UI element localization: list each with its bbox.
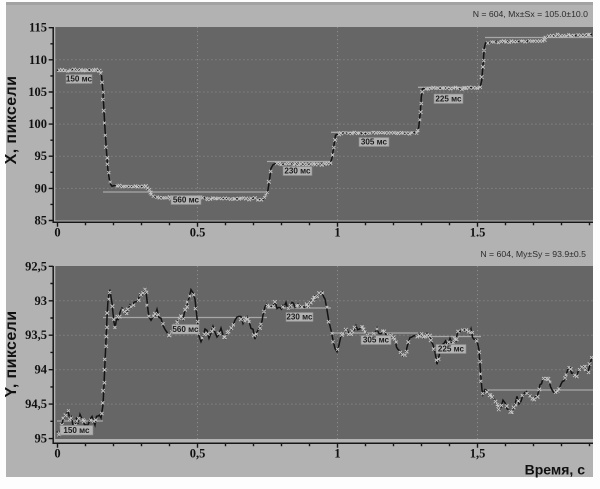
svg-text:1.5: 1.5 bbox=[470, 226, 486, 240]
svg-text:93: 93 bbox=[35, 294, 48, 308]
svg-text:305 мс: 305 мс bbox=[361, 138, 388, 147]
svg-text:92,5: 92,5 bbox=[25, 259, 47, 273]
svg-text:90: 90 bbox=[35, 181, 48, 195]
svg-text:0,5: 0,5 bbox=[190, 447, 206, 461]
svg-text:225 мс: 225 мс bbox=[435, 95, 462, 104]
svg-text:Y, пиксели: Y, пиксели bbox=[3, 311, 20, 398]
svg-text:100: 100 bbox=[28, 117, 47, 131]
svg-text:N = 604, My±Sy = 93.9±0.5: N = 604, My±Sy = 93.9±0.5 bbox=[480, 249, 586, 259]
svg-text:150 мс: 150 мс bbox=[63, 426, 90, 435]
svg-text:Х, пиксели: Х, пиксели bbox=[3, 76, 20, 165]
svg-text:1: 1 bbox=[334, 447, 340, 461]
svg-text:95: 95 bbox=[35, 432, 48, 446]
svg-text:0: 0 bbox=[54, 447, 60, 461]
svg-text:95: 95 bbox=[35, 149, 48, 163]
svg-text:1: 1 bbox=[334, 226, 340, 240]
svg-text:560 мс: 560 мс bbox=[172, 325, 199, 334]
svg-text:150 мс: 150 мс bbox=[66, 75, 93, 84]
svg-text:0: 0 bbox=[54, 226, 60, 240]
svg-text:N = 604, Mx±Sx = 105.0±10.0: N = 604, Mx±Sx = 105.0±10.0 bbox=[473, 9, 588, 19]
svg-text:94: 94 bbox=[35, 363, 48, 377]
svg-text:110: 110 bbox=[29, 53, 47, 67]
svg-text:93,5: 93,5 bbox=[25, 328, 47, 342]
svg-text:115: 115 bbox=[29, 21, 47, 35]
svg-text:225 мс: 225 мс bbox=[438, 345, 465, 354]
svg-text:305 мс: 305 мс bbox=[363, 336, 390, 345]
svg-text:230 мс: 230 мс bbox=[284, 167, 311, 176]
svg-text:94,5: 94,5 bbox=[25, 397, 47, 411]
svg-text:1,5: 1,5 bbox=[470, 447, 486, 461]
svg-text:0.5: 0.5 bbox=[190, 226, 206, 240]
svg-text:85: 85 bbox=[35, 214, 48, 228]
svg-text:230 мс: 230 мс bbox=[286, 313, 313, 322]
svg-text:560 мс: 560 мс bbox=[173, 196, 200, 205]
svg-text:Время, с: Время, с bbox=[525, 462, 586, 478]
svg-text:105: 105 bbox=[28, 85, 47, 99]
